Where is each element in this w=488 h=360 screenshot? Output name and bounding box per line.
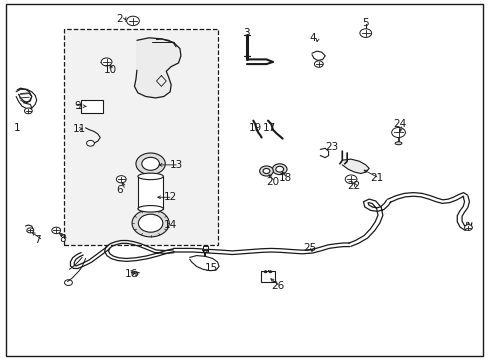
Text: 18: 18	[278, 173, 291, 183]
Text: 5: 5	[361, 18, 368, 28]
Text: 1: 1	[14, 123, 20, 133]
Text: 9: 9	[74, 101, 81, 111]
Circle shape	[86, 140, 94, 146]
Circle shape	[272, 164, 286, 175]
Bar	[138, 176, 163, 209]
Text: 3: 3	[243, 28, 250, 38]
Circle shape	[27, 228, 34, 233]
Circle shape	[264, 271, 266, 273]
Bar	[260, 271, 275, 282]
Circle shape	[268, 271, 271, 273]
Circle shape	[345, 175, 356, 184]
Text: 12: 12	[163, 192, 177, 202]
Circle shape	[263, 168, 269, 174]
Polygon shape	[134, 38, 181, 98]
Text: 4: 4	[308, 33, 315, 43]
Text: 20: 20	[266, 177, 279, 187]
Text: 13: 13	[170, 160, 183, 170]
Circle shape	[116, 176, 126, 183]
Circle shape	[259, 166, 273, 176]
Bar	[203, 246, 207, 252]
Circle shape	[205, 249, 208, 251]
Ellipse shape	[138, 206, 163, 212]
Circle shape	[132, 210, 169, 237]
Text: 24: 24	[393, 119, 406, 129]
Text: 11: 11	[72, 124, 85, 134]
Text: 7: 7	[34, 235, 41, 246]
Text: 21: 21	[370, 173, 383, 183]
Text: 17: 17	[263, 123, 276, 133]
Circle shape	[136, 153, 165, 175]
Circle shape	[391, 127, 405, 138]
Text: 2: 2	[116, 14, 123, 24]
Circle shape	[52, 227, 61, 234]
Text: 19: 19	[248, 123, 261, 133]
Circle shape	[464, 225, 471, 230]
Circle shape	[101, 58, 112, 66]
Circle shape	[24, 108, 32, 114]
Ellipse shape	[138, 173, 163, 180]
Text: 15: 15	[204, 263, 217, 273]
Text: 26: 26	[271, 281, 284, 291]
Text: 16: 16	[124, 269, 138, 279]
Text: 10: 10	[103, 65, 117, 75]
Circle shape	[275, 166, 283, 172]
Circle shape	[138, 214, 163, 232]
Bar	[81, 100, 102, 113]
Text: 25: 25	[303, 243, 316, 253]
Text: 22: 22	[346, 181, 360, 192]
Circle shape	[314, 61, 323, 67]
Text: 6: 6	[116, 185, 123, 195]
Ellipse shape	[394, 142, 401, 145]
Text: 23: 23	[325, 142, 338, 152]
Circle shape	[142, 157, 159, 170]
Text: 14: 14	[163, 220, 177, 230]
Text: 8: 8	[60, 234, 66, 244]
Bar	[63, 29, 217, 245]
Circle shape	[202, 249, 205, 251]
Circle shape	[126, 16, 139, 26]
Circle shape	[359, 29, 371, 37]
Polygon shape	[342, 159, 368, 174]
